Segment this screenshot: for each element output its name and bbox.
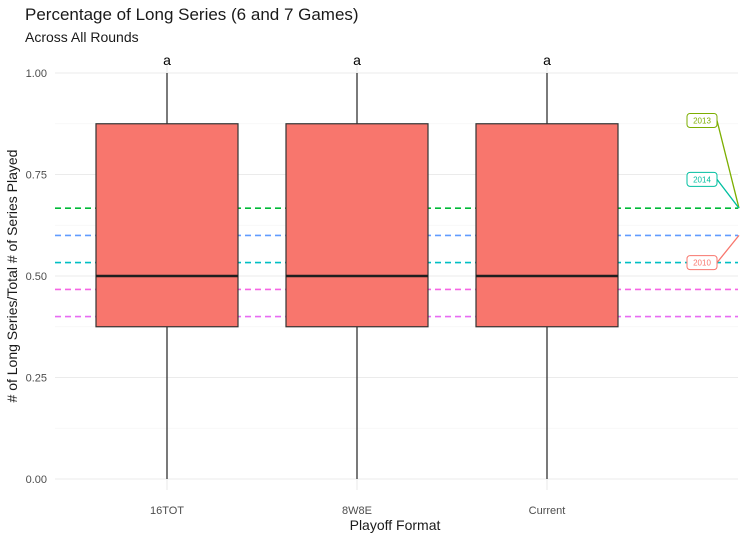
boxes — [95, 73, 619, 479]
y-tick-label: 0.50 — [26, 271, 47, 283]
y-tick-label: 1.00 — [26, 68, 47, 80]
x-tick-label: 16TOT — [150, 505, 184, 517]
x-axis-title: Playoff Format — [350, 517, 441, 533]
chart-title: Percentage of Long Series (6 and 7 Games… — [25, 5, 359, 24]
y-tick-label: 0.25 — [26, 373, 47, 385]
significance-label: a — [543, 52, 551, 68]
x-tick-label: 8W8E — [342, 505, 372, 517]
annotation-leader — [716, 178, 740, 209]
box-16TOT — [95, 123, 239, 328]
annotation-leader — [716, 234, 740, 264]
annotation-box — [686, 255, 718, 271]
x-tick-label: Current — [529, 505, 566, 517]
significance-label: a — [353, 52, 361, 68]
annotation-box — [686, 171, 718, 187]
y-tick-label: 0.00 — [26, 474, 47, 486]
x-tick-labels: 16TOT 8W8E Current — [150, 505, 565, 517]
year-annotations: 2013 2014 2010 — [686, 113, 740, 271]
significance-label: a — [163, 52, 171, 68]
chart-subtitle: Across All Rounds — [25, 29, 139, 45]
y-tick-labels: 0.00 0.25 0.50 0.75 1.00 — [26, 68, 47, 486]
annotation-label: 2010 — [693, 259, 711, 268]
annotation-label: 2013 — [693, 117, 711, 126]
annotation-leader — [716, 120, 740, 209]
y-tick-label: 0.75 — [26, 170, 47, 182]
box-Current — [475, 123, 619, 328]
annotation-label: 2014 — [693, 175, 711, 184]
box-8W8E — [285, 123, 429, 328]
annotation-box — [686, 113, 718, 129]
y-axis-title: # of Long Series/Total # of Series Playe… — [4, 150, 20, 403]
